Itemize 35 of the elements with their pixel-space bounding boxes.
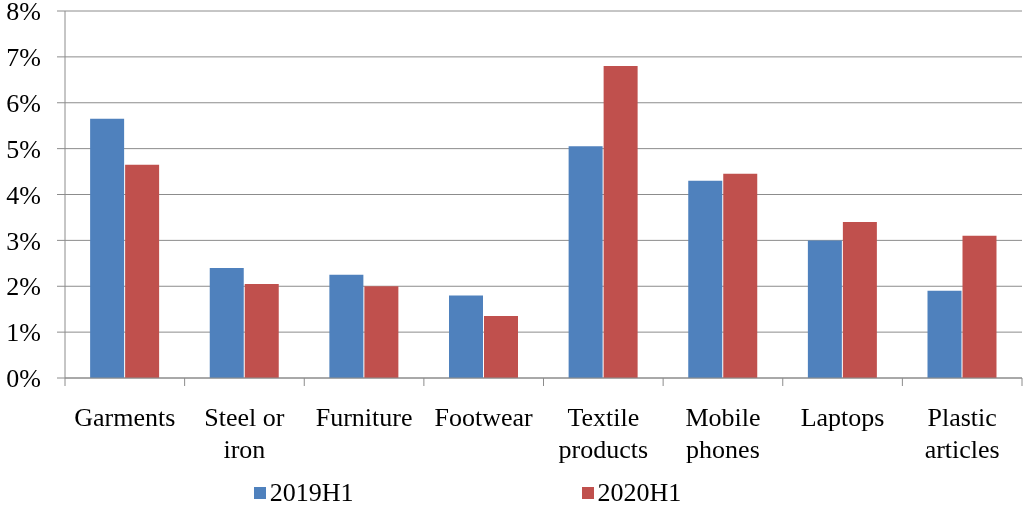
bar (484, 316, 518, 378)
bar (688, 180, 723, 378)
bar (842, 222, 877, 378)
bar (807, 240, 842, 378)
y-tick-label: 0% (6, 364, 41, 394)
y-tick-label: 7% (6, 43, 41, 73)
bar (90, 118, 125, 378)
bar (568, 146, 603, 378)
bar (723, 173, 758, 378)
bar (927, 290, 962, 378)
legend-label: 2019H1 (269, 477, 354, 509)
y-tick-label: 2% (6, 272, 41, 302)
x-tick-label: Textile products (558, 403, 649, 465)
x-tick-label: Steel or iron (204, 403, 285, 465)
x-tick-label: Laptops (800, 403, 885, 433)
y-tick-label: 5% (6, 134, 41, 164)
x-tick-label: Garments (74, 403, 176, 433)
bar (603, 66, 638, 378)
y-tick-label: 3% (6, 226, 41, 256)
y-tick-label: 1% (6, 318, 41, 348)
y-tick-label: 4% (6, 180, 41, 210)
x-tick-label: Mobile phones (685, 403, 761, 465)
bar (209, 267, 244, 378)
bar (329, 274, 364, 378)
x-tick-label: Plastic articles (924, 403, 1000, 465)
bar (449, 295, 483, 378)
bar (244, 283, 279, 378)
bar (364, 286, 399, 378)
bar (125, 164, 160, 378)
y-tick-label: 8% (6, 0, 41, 27)
bar (962, 235, 997, 378)
y-tick-label: 6% (6, 88, 41, 118)
legend-label: 2020H1 (597, 477, 682, 509)
x-tick-label: Furniture (315, 403, 413, 433)
x-tick-label: Footwear (434, 403, 534, 433)
